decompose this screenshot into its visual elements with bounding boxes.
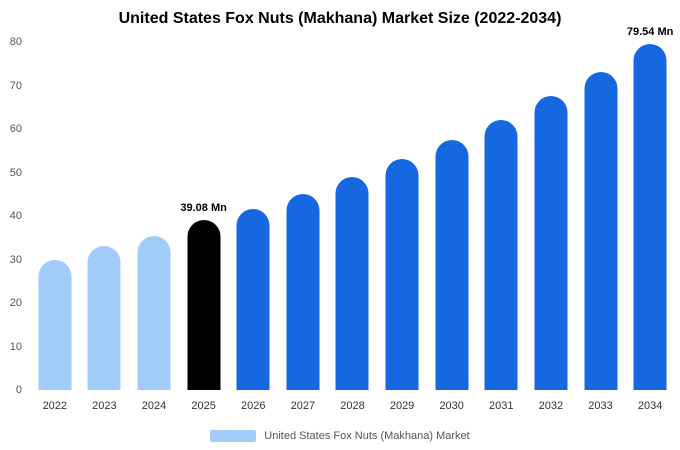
y-axis-tick-label: 50 (9, 166, 22, 179)
bar-slot: 79.54 Mn 2034 (625, 26, 675, 412)
bar-slot: 2026 (228, 42, 278, 412)
legend: United States Fox Nuts (Makhana) Market (0, 430, 680, 442)
bar-2027[interactable] (286, 194, 320, 390)
bars-container: 2022 2023 2024 39.08 Mn 2025 2026 2027 2028 2029… (30, 26, 675, 412)
bar-2031[interactable] (484, 120, 518, 390)
bar-2025[interactable] (187, 220, 221, 390)
x-axis-tick-label: 2033 (588, 400, 613, 412)
y-axis: 0 10 20 30 40 50 60 70 80 (0, 36, 26, 396)
x-axis-tick-label: 2025 (191, 400, 216, 412)
x-axis-tick-label: 2032 (538, 400, 564, 412)
bar-value-label: 79.54 Mn (626, 26, 674, 39)
x-axis-tick-label: 2034 (637, 400, 663, 412)
bar-slot: 2033 (576, 42, 626, 412)
y-axis-tick-label: 10 (9, 340, 22, 353)
bar-2034[interactable] (633, 44, 667, 390)
x-axis-tick-label: 2030 (439, 400, 464, 412)
chart-title: United States Fox Nuts (Makhana) Market … (118, 10, 562, 27)
x-axis-tick-label: 2022 (42, 400, 68, 412)
bar-slot: 2029 (377, 42, 427, 412)
bar-slot: 2027 (278, 42, 328, 412)
x-axis-tick-label: 2031 (489, 400, 514, 412)
y-axis-tick-label: 80 (9, 36, 22, 48)
bar-2033[interactable] (584, 72, 617, 390)
bar-2028[interactable] (335, 176, 369, 390)
bar-slot: 2032 (526, 42, 576, 412)
bar-slot: 2022 (30, 42, 80, 412)
y-axis-tick-label: 20 (9, 297, 22, 309)
bar-2022[interactable] (38, 259, 72, 390)
x-axis-tick-label: 2029 (389, 400, 415, 412)
bar-2024[interactable] (137, 235, 171, 390)
bar-2032[interactable] (534, 96, 568, 390)
x-axis-tick-label: 2027 (290, 400, 316, 412)
y-axis-tick-label: 30 (9, 253, 22, 266)
bar-2030[interactable] (435, 139, 469, 390)
bar-slot: 2023 (80, 42, 130, 412)
y-axis-tick-label: 0 (15, 384, 22, 396)
x-axis-tick-label: 2024 (141, 400, 167, 412)
x-axis-tick-label: 2028 (340, 400, 365, 412)
bar-slot: 2028 (328, 42, 378, 412)
legend-swatch (210, 430, 257, 442)
bar-slot: 2030 (427, 42, 477, 412)
x-axis-tick-label: 2023 (92, 400, 117, 412)
y-axis-tick-label: 70 (9, 79, 22, 92)
bar-2029[interactable] (385, 159, 419, 390)
y-axis-tick-label: 40 (9, 210, 22, 222)
plot-area: 0 10 20 30 40 50 60 70 80 2022 2023 2024 39.08 Mn 20… (10, 26, 675, 412)
bar-2026[interactable] (236, 209, 270, 390)
bar-slot: 2031 (476, 42, 526, 412)
y-axis-tick-label: 60 (9, 123, 22, 135)
bar-slot: 39.08 Mn 2025 (179, 42, 229, 412)
legend-label: United States Fox Nuts (Makhana) Market (264, 430, 470, 442)
bar-2023[interactable] (87, 246, 121, 390)
bar-value-label: 39.08 Mn (180, 202, 227, 215)
bar-slot: 2024 (129, 42, 179, 412)
x-axis-tick-label: 2026 (241, 400, 266, 412)
